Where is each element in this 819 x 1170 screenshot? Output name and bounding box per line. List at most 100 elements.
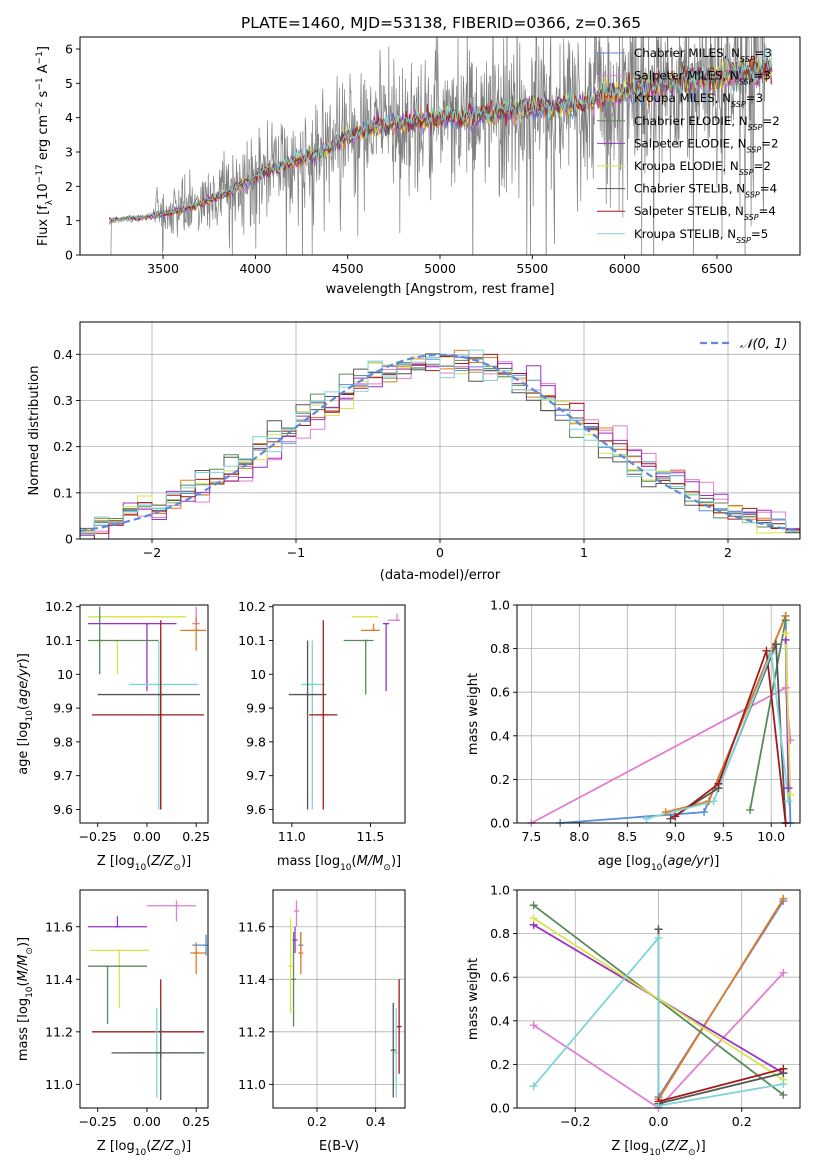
- x-tick-label: 4000: [239, 261, 271, 276]
- y-tick-label: 11.2: [45, 1024, 73, 1039]
- weight-line: [533, 972, 785, 1108]
- legend-entry: Kroupa MILES, NSSP=3: [634, 91, 763, 109]
- axes-frame: [79, 321, 801, 540]
- x-tick-label: 9.5: [713, 829, 733, 844]
- x-tick-label: 11.5: [357, 829, 385, 844]
- y-tick-label: 9.9: [53, 701, 73, 716]
- legend-text: =3: [746, 91, 763, 105]
- weight-line: [646, 652, 790, 820]
- legend-entry: Kroupa ELODIE, NSSP=2: [634, 159, 771, 177]
- x-tick-label: 0.2: [307, 1114, 327, 1129]
- label-part: (: [146, 854, 151, 869]
- weight-marker: [779, 1064, 788, 1073]
- weight-marker: [714, 779, 723, 788]
- x-tick-label: 0.2: [732, 1114, 752, 1129]
- label-part: ⊙: [688, 1148, 696, 1158]
- weight-marker: [671, 812, 680, 821]
- legend-text: Salpeter ELODIE, N: [634, 136, 746, 150]
- label-part: Z/Z: [150, 1139, 174, 1154]
- x-axis-label: Z [log10(Z/Z⊙)]: [97, 1139, 191, 1158]
- plot-area: [288, 900, 402, 1098]
- weight-marker: [700, 808, 709, 817]
- legend-entry: Chabrier MILES, NSSP=3: [634, 46, 772, 64]
- x-tick-label: 6000: [609, 261, 641, 276]
- label-part: (: [661, 1139, 666, 1154]
- y-tick-label: 9.7: [53, 768, 73, 783]
- legend-entry: Salpeter STELIB, NSSP=4: [634, 204, 776, 222]
- x-tick-label: 0: [436, 545, 444, 560]
- y-tick-label: 9.6: [246, 802, 266, 817]
- legend-text: Kroupa ELODIE, N: [634, 159, 739, 173]
- label-part: E(B-V): [319, 1139, 359, 1154]
- label-part: ]: [36, 46, 51, 51]
- label-part: (: [16, 981, 31, 986]
- label-part: Z/Z: [665, 1139, 689, 1154]
- weight-marker: [779, 894, 788, 903]
- observed-spectrum: [107, 37, 766, 255]
- x-tick-label: 7.5: [521, 829, 541, 844]
- x-tick-label: 5000: [424, 261, 456, 276]
- x-tick-label: −0.2: [560, 1114, 590, 1129]
- label-part: 10: [25, 986, 35, 998]
- label-part: )]: [696, 1139, 706, 1154]
- legend-subscript: SSP: [746, 145, 761, 154]
- label-part: )]: [181, 1139, 191, 1154]
- x-tick-label: −0.25: [79, 1114, 117, 1129]
- x-tick-label: 4500: [332, 261, 364, 276]
- label-part: 10: [340, 863, 352, 873]
- y-tick-label: 0.8: [490, 926, 510, 941]
- panel-weight-vs-Z: −0.2 0.0 0.2 0.0 0.2 0.4 0.6 0.8 1.0 Z [log10(Z/Z…: [466, 883, 801, 1158]
- y-tick-label: 0.6: [490, 685, 510, 700]
- weight-marker: [781, 629, 790, 638]
- weight-marker: [779, 1080, 788, 1089]
- legend-text: =3: [755, 46, 772, 60]
- legend-entry: Salpeter ELODIE, NSSP=2: [634, 136, 779, 154]
- weight-marker: [529, 901, 538, 910]
- legend-subscript: SSP: [748, 122, 763, 131]
- x-tick-label: 2: [724, 545, 732, 560]
- x-axis-label: (data-model)/error: [380, 568, 501, 583]
- axes-frame: [79, 604, 209, 824]
- weight-marker: [654, 925, 663, 934]
- label-part: age [log: [16, 722, 31, 775]
- x-axis-label: E(B-V): [319, 1139, 359, 1154]
- label-part: 10: [651, 863, 663, 873]
- y-tick-label: 0.6: [490, 970, 510, 985]
- legend-entry: Chabrier STELIB, NSSP=4: [634, 182, 777, 200]
- y-tick-label: 0.8: [490, 641, 510, 656]
- y-tick-label: 11.4: [238, 972, 266, 987]
- y-tick-label: 9.8: [246, 734, 266, 749]
- x-axis-label: wavelength [Angstrom, rest frame]: [326, 282, 555, 297]
- y-tick-label: 11.6: [45, 919, 73, 934]
- label-part: (: [662, 854, 667, 869]
- y-tick-label: 9.7: [246, 768, 266, 783]
- legend-text: =4: [759, 204, 776, 218]
- weight-line: [532, 935, 784, 1107]
- y-tick-label: 9.6: [53, 802, 73, 817]
- panel-mass-vs-EBV: 0.2 0.4 11.0 11.2 11.4 11.6 E(B-V): [238, 889, 406, 1154]
- label-part: Z/Z: [150, 854, 174, 869]
- y-tick-label: 0.4: [490, 1013, 510, 1028]
- x-tick-label: 5500: [516, 261, 548, 276]
- figure-title: PLATE=1460, MJD=53138, FIBERID=0366, z=0…: [241, 14, 641, 32]
- label-part: ⊙: [25, 947, 35, 955]
- weight-marker: [642, 814, 651, 823]
- axes-frame: [79, 889, 209, 1109]
- x-tick-label: 1: [580, 545, 588, 560]
- weight-marker: [746, 805, 755, 814]
- y-tick-label: 11.2: [238, 1024, 266, 1039]
- label-part: age [log: [598, 854, 651, 869]
- histogram-kroupa-stelib: [80, 349, 800, 539]
- plot-area: [107, 37, 773, 255]
- label-part: λ: [45, 199, 55, 205]
- label-part: 10: [36, 183, 51, 200]
- label-part: )]: [391, 854, 401, 869]
- x-tick-label: 9.0: [665, 829, 685, 844]
- y-tick-label: 11.6: [238, 919, 266, 934]
- label-part: −2: [35, 102, 45, 115]
- y-tick-label: 0.0: [490, 816, 510, 831]
- label-part: Normed distribution: [27, 366, 42, 496]
- label-part: )]: [709, 854, 719, 869]
